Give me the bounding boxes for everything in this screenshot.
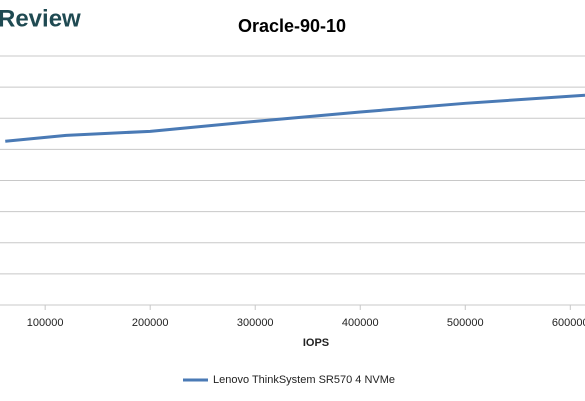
x-tick-label: 100000 <box>27 317 64 329</box>
chart-title: Oracle-90-10 <box>238 16 346 36</box>
series-line <box>5 93 585 143</box>
x-tick-label: 500000 <box>447 317 484 329</box>
x-axis-label: IOPS <box>303 337 329 349</box>
x-tick-label: 400000 <box>342 317 379 329</box>
brand-logo: Review <box>0 5 81 32</box>
x-tick-label: 200000 <box>132 317 169 329</box>
legend-label: Lenovo ThinkSystem SR570 4 NVMe <box>213 374 395 386</box>
x-tick-label: 600000 <box>552 317 585 329</box>
x-tick-label: 300000 <box>237 317 274 329</box>
